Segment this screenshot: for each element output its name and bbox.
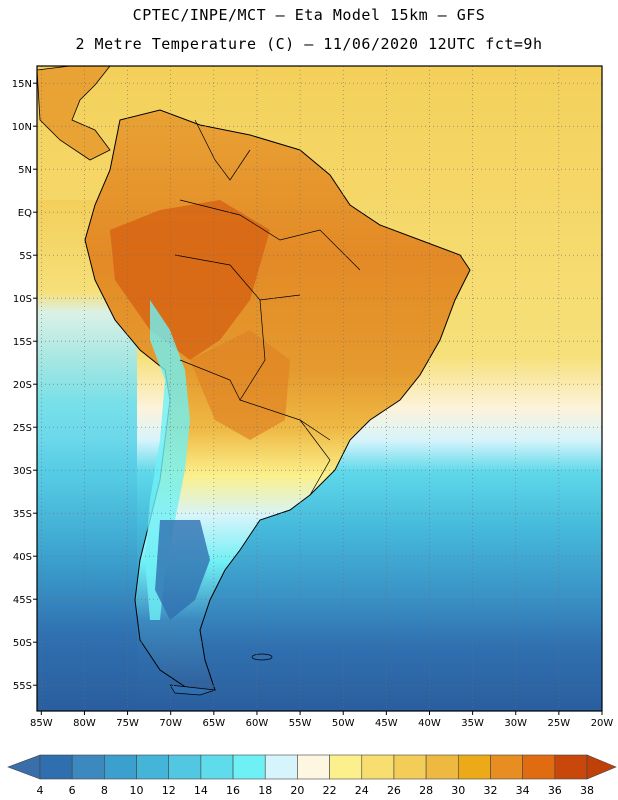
colorbar-segment [554, 754, 588, 780]
colorbar-label: 14 [193, 784, 208, 797]
lon-label: 60W [246, 718, 269, 729]
lon-label: 30W [504, 718, 527, 729]
colorbar-label: 36 [547, 784, 562, 797]
lon-label: 80W [73, 718, 96, 729]
central-america [37, 66, 111, 161]
lat-label: 20S [13, 380, 32, 391]
lat-label: 30S [13, 466, 32, 477]
colorbar-label: 16 [226, 784, 241, 797]
colorbar-label: 6 [68, 784, 76, 797]
longitude-axis: 85W 80W 75W 70W 65W 60W 55W 50W 45W 40W 35W 30W 25W 2… [30, 711, 613, 729]
colorbar-label: 34 [515, 784, 530, 797]
colorbar-segment [104, 754, 137, 780]
lat-label: 15S [13, 337, 32, 348]
latitude-axis: 15N 10N 5N EQ 5S 10S 15S 20S 25S 30S 35S 40S 45S 50S 5… [12, 79, 37, 692]
lat-label: EQ [18, 208, 32, 219]
lon-label: 20W [591, 718, 614, 729]
lon-label: 50W [332, 718, 355, 729]
colorbar-label: 18 [258, 784, 273, 797]
colorbar [7, 754, 617, 780]
lat-label: 25S [13, 423, 32, 434]
lat-label: 5S [19, 251, 32, 262]
colorbar-label: 38 [580, 784, 594, 797]
colorbar-label: 26 [386, 784, 401, 797]
colorbar-segment [393, 754, 427, 780]
colorbar-label: 8 [100, 784, 108, 797]
patagonia-cold [155, 520, 210, 620]
lat-label: 10S [13, 294, 32, 305]
colorbar-label: 32 [483, 784, 498, 797]
falklands [251, 653, 273, 661]
lat-label: 10N [12, 122, 32, 133]
lon-label: 35W [461, 718, 484, 729]
colorbar-segment [329, 754, 363, 780]
lat-label: 15N [12, 79, 32, 90]
colorbar-segment [264, 754, 298, 780]
colorbar-segment [168, 754, 202, 780]
lon-label: 55W [289, 718, 312, 729]
lat-label: 35S [13, 509, 32, 520]
colorbar-label: 4 [36, 784, 44, 797]
colorbar-label: 20 [290, 784, 305, 797]
colorbar-segment [200, 754, 234, 780]
map-frame [36, 65, 603, 712]
colorbar-arrow-high [586, 754, 617, 780]
lat-label: 5N [18, 165, 32, 176]
colorbar-arrow-low [7, 754, 41, 780]
colorbar-segment [71, 754, 105, 780]
colorbar-segment [39, 754, 73, 780]
lon-label: 25W [548, 718, 571, 729]
lat-label: 50S [13, 638, 32, 649]
country-borders [174, 119, 361, 496]
lon-label: 75W [116, 718, 139, 729]
colorbar-segment [136, 754, 170, 780]
lon-label: 40W [418, 718, 441, 729]
title-line-1: CPTEC/INPE/MCT – Eta Model 15km – GFS [132, 6, 486, 24]
colorbar-label: 10 [129, 784, 144, 797]
colorbar-label: 24 [354, 784, 369, 797]
lon-label: 85W [30, 718, 53, 729]
lat-label: 55S [13, 681, 32, 692]
lat-label: 45S [13, 595, 32, 606]
colorbar-label: 30 [451, 784, 466, 797]
colorbar-segment [297, 754, 330, 780]
colorbar-segment [457, 754, 491, 780]
lat-label: 40S [13, 552, 32, 563]
title-line-2: 2 Metre Temperature (C) – 11/06/2020 12U… [75, 35, 543, 53]
colorbar-segment [232, 754, 266, 780]
colorbar-label: 22 [322, 784, 337, 797]
lon-label: 45W [375, 718, 398, 729]
colorbar-segment [522, 754, 556, 780]
andes-cool [145, 300, 190, 620]
colorbar-segment [425, 754, 459, 780]
tierra-del-fuego [169, 684, 216, 696]
lon-label: 65W [203, 718, 226, 729]
colorbar-label: 28 [419, 784, 434, 797]
colorbar-segment [490, 754, 523, 780]
colorbar-label: 12 [161, 784, 176, 797]
colorbar-segment [361, 754, 395, 780]
lon-label: 70W [159, 718, 182, 729]
